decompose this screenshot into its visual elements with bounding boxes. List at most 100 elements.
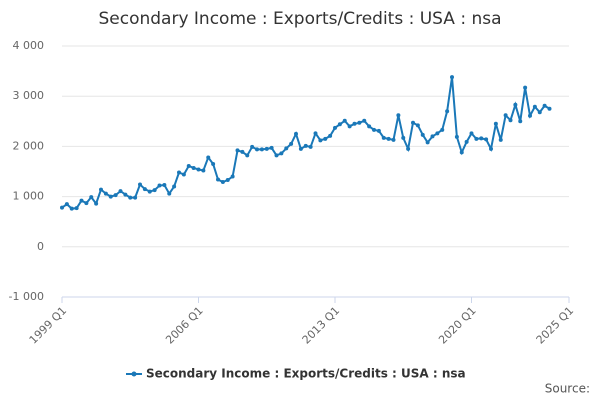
data-point <box>103 191 108 196</box>
x-tick-label: 1999 Q1 <box>27 304 70 347</box>
data-point <box>420 132 425 137</box>
data-point <box>493 121 498 126</box>
data-point <box>196 167 201 172</box>
data-point <box>289 141 294 146</box>
data-point <box>230 174 235 179</box>
y-tick-label: 0 <box>37 240 44 253</box>
data-point <box>157 183 162 188</box>
data-point <box>220 180 225 185</box>
data-point <box>99 187 103 192</box>
data-point <box>362 118 367 123</box>
x-tick-label: 2013 Q1 <box>300 304 343 347</box>
data-point <box>367 124 372 129</box>
data-point <box>430 134 435 139</box>
data-point <box>401 135 406 140</box>
data-point <box>206 155 211 160</box>
data-point <box>113 193 118 198</box>
data-point <box>474 136 479 141</box>
data-point <box>513 102 518 107</box>
data-point <box>489 146 493 151</box>
data-point <box>298 146 303 151</box>
data-point <box>211 161 216 166</box>
data-point <box>454 134 459 139</box>
x-tick-label: 2025 Q1 <box>534 304 577 347</box>
chart-title: Secondary Income : Exports/Credits : USA… <box>98 9 501 29</box>
data-point <box>142 187 147 192</box>
data-point <box>435 131 440 136</box>
data-point <box>201 168 206 173</box>
data-point <box>108 194 113 199</box>
data-point <box>284 146 289 151</box>
legend-label: Secondary Income : Exports/Credits : USA… <box>146 367 466 381</box>
data-point <box>318 138 323 143</box>
data-point <box>138 182 142 187</box>
x-tick-label: 2006 Q1 <box>163 304 206 347</box>
data-point <box>537 110 542 115</box>
data-point <box>518 119 523 124</box>
data-point <box>450 75 454 80</box>
data-point <box>167 191 172 196</box>
data-point <box>528 113 532 118</box>
data-point <box>479 136 484 141</box>
data-point <box>523 85 528 90</box>
data-point <box>274 153 279 158</box>
data-point <box>128 195 133 200</box>
data-point <box>381 135 386 140</box>
data-point <box>191 165 196 170</box>
data-point <box>347 124 352 129</box>
y-tick-label: 3 000 <box>13 89 45 102</box>
data-point <box>542 103 547 108</box>
data-point <box>498 137 503 142</box>
data-point <box>64 202 69 207</box>
data-point <box>84 201 89 206</box>
data-point <box>547 106 552 111</box>
data-point <box>177 170 181 175</box>
data-point <box>255 147 259 152</box>
series-line <box>61 76 551 210</box>
y-tick-label: 2 000 <box>13 139 45 152</box>
data-point <box>118 189 123 194</box>
data-point <box>352 121 357 126</box>
data-point <box>240 149 245 154</box>
data-point <box>445 109 450 114</box>
legend-marker <box>131 371 137 377</box>
data-point <box>264 146 269 151</box>
data-point <box>459 150 464 155</box>
y-tick-label: 1 000 <box>13 190 45 203</box>
data-point <box>308 144 313 149</box>
data-point <box>245 153 250 158</box>
y-tick-label: -1 000 <box>9 290 44 303</box>
data-point <box>425 140 430 145</box>
data-point <box>94 201 99 206</box>
data-point <box>396 113 401 118</box>
data-point <box>186 163 191 168</box>
data-point <box>162 183 167 188</box>
data-point <box>333 125 337 130</box>
data-point <box>216 177 220 182</box>
data-point <box>464 139 469 144</box>
data-point <box>406 146 411 151</box>
data-point <box>357 120 362 125</box>
data-point <box>303 143 308 148</box>
data-point <box>79 198 84 203</box>
data-point <box>74 206 79 211</box>
data-point <box>69 206 74 211</box>
data-point <box>294 131 298 136</box>
x-tick-label: 2020 Q1 <box>436 304 479 347</box>
data-point <box>342 118 347 123</box>
data-point <box>415 123 420 128</box>
data-point <box>440 127 445 132</box>
data-point <box>250 144 255 149</box>
data-point <box>376 128 381 133</box>
data-point <box>259 147 264 152</box>
data-point <box>172 184 177 189</box>
data-point <box>532 104 537 109</box>
data-point <box>328 133 333 138</box>
data-point <box>508 118 513 123</box>
data-point <box>323 136 328 141</box>
data-point <box>147 189 152 194</box>
data-point <box>411 120 415 125</box>
data-point <box>269 145 274 150</box>
data-point <box>313 131 318 136</box>
